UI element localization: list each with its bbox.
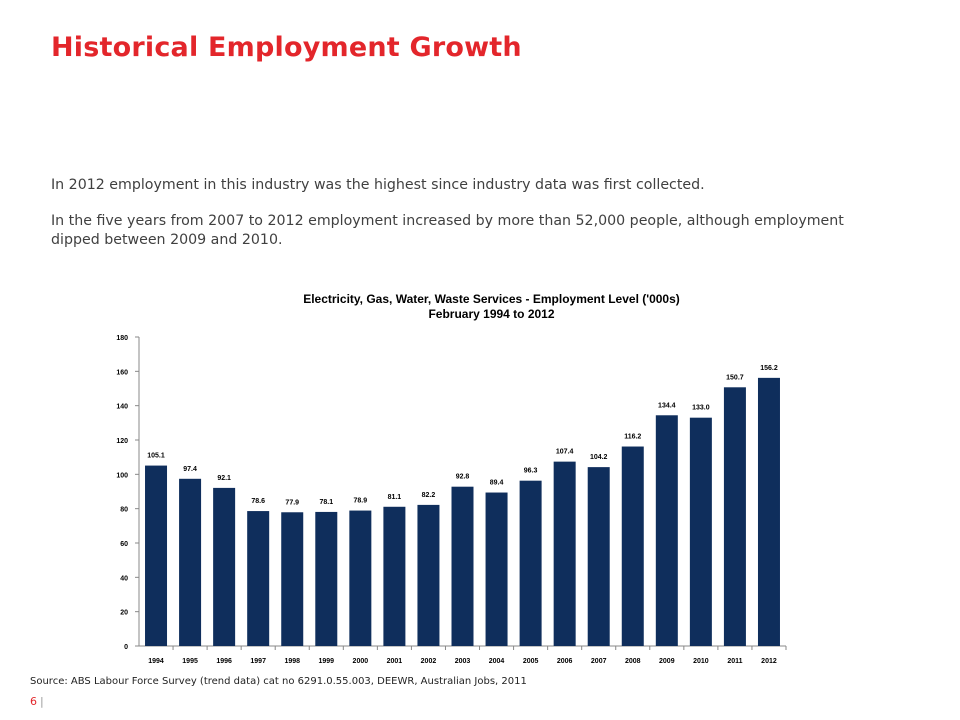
bar <box>247 511 270 646</box>
bar <box>417 504 440 646</box>
bar-value-label: 78.6 <box>251 498 265 505</box>
x-tick-label: 2004 <box>489 658 505 665</box>
y-tick-label: 20 <box>120 610 128 617</box>
x-tick-label: 1998 <box>284 658 300 665</box>
y-tick-label: 80 <box>120 507 128 514</box>
bar <box>655 415 678 646</box>
x-tick-label: 1994 <box>148 658 164 665</box>
bar <box>587 467 610 646</box>
y-tick-label: 180 <box>116 335 128 342</box>
x-tick-label: 2010 <box>693 658 709 665</box>
bar-value-label: 156.2 <box>760 365 778 372</box>
x-tick-label: 1997 <box>250 658 266 665</box>
bar-value-label: 78.1 <box>319 499 333 506</box>
x-tick-label: 1995 <box>182 658 198 665</box>
page-title: Historical Employment Growth <box>51 32 522 63</box>
x-tick-label: 2005 <box>523 658 539 665</box>
x-tick-label: 2012 <box>761 658 777 665</box>
bar <box>621 446 644 646</box>
page-separator: | <box>40 695 44 708</box>
bar-value-label: 105.1 <box>147 453 165 460</box>
bar-value-label: 134.4 <box>658 402 676 409</box>
x-tick-label: 2007 <box>591 658 607 665</box>
bar-value-label: 77.9 <box>285 499 299 506</box>
source-note: Source: ABS Labour Force Survey (trend d… <box>30 676 527 687</box>
y-tick-label: 120 <box>116 438 128 445</box>
bar-value-label: 116.2 <box>624 434 641 441</box>
bar <box>145 465 168 646</box>
bar <box>553 461 576 646</box>
bar-value-label: 81.1 <box>388 494 402 501</box>
x-tick-label: 2000 <box>353 658 369 665</box>
bar-value-label: 82.2 <box>422 492 436 499</box>
bar <box>723 387 746 646</box>
x-tick-label: 2009 <box>659 658 675 665</box>
x-tick-label: 2011 <box>727 658 742 665</box>
y-tick-label: 0 <box>124 644 128 651</box>
bar-value-label: 150.7 <box>726 374 744 381</box>
paragraph-five-years: In the five years from 2007 to 2012 empl… <box>51 213 844 248</box>
bar-value-label: 92.1 <box>217 475 231 482</box>
bar <box>757 377 780 646</box>
bar-value-label: 89.4 <box>490 480 504 487</box>
chart-title-block: Electricity, Gas, Water, Waste Services … <box>140 292 843 322</box>
chart-subtitle: February 1994 to 2012 <box>428 307 555 321</box>
bar-value-label: 107.4 <box>556 449 574 456</box>
x-tick-label: 1999 <box>319 658 335 665</box>
bar-value-label: 96.3 <box>524 468 538 475</box>
y-tick-label: 160 <box>116 369 128 376</box>
bar-value-label: 92.8 <box>456 474 470 481</box>
x-tick-label: 2001 <box>387 658 403 665</box>
x-tick-label: 2003 <box>455 658 471 665</box>
bar <box>383 506 406 646</box>
x-tick-label: 1996 <box>216 658 232 665</box>
y-tick-label: 40 <box>120 575 128 582</box>
bar <box>451 486 474 646</box>
bar <box>281 512 304 646</box>
bar <box>315 511 338 646</box>
x-tick-label: 2006 <box>557 658 573 665</box>
bar <box>213 487 236 646</box>
bar <box>179 478 202 646</box>
y-tick-label: 140 <box>116 404 128 411</box>
page-footer: 6 | <box>30 695 44 708</box>
chart-title: Electricity, Gas, Water, Waste Services … <box>303 292 680 306</box>
x-tick-label: 2008 <box>625 658 641 665</box>
bar-value-label: 133.0 <box>692 405 710 412</box>
paragraph-highest: In 2012 employment in this industry was … <box>51 177 705 193</box>
bar-value-label: 104.2 <box>590 454 608 461</box>
bar-value-label: 78.9 <box>354 498 368 505</box>
y-tick-label: 60 <box>120 541 128 548</box>
y-tick-label: 100 <box>116 472 128 479</box>
bar <box>689 417 712 646</box>
bar <box>485 492 508 646</box>
page-number: 6 <box>30 695 37 708</box>
bar <box>349 510 372 646</box>
x-tick-label: 2002 <box>421 658 437 665</box>
bar <box>519 480 542 646</box>
bar-value-label: 97.4 <box>183 466 197 473</box>
